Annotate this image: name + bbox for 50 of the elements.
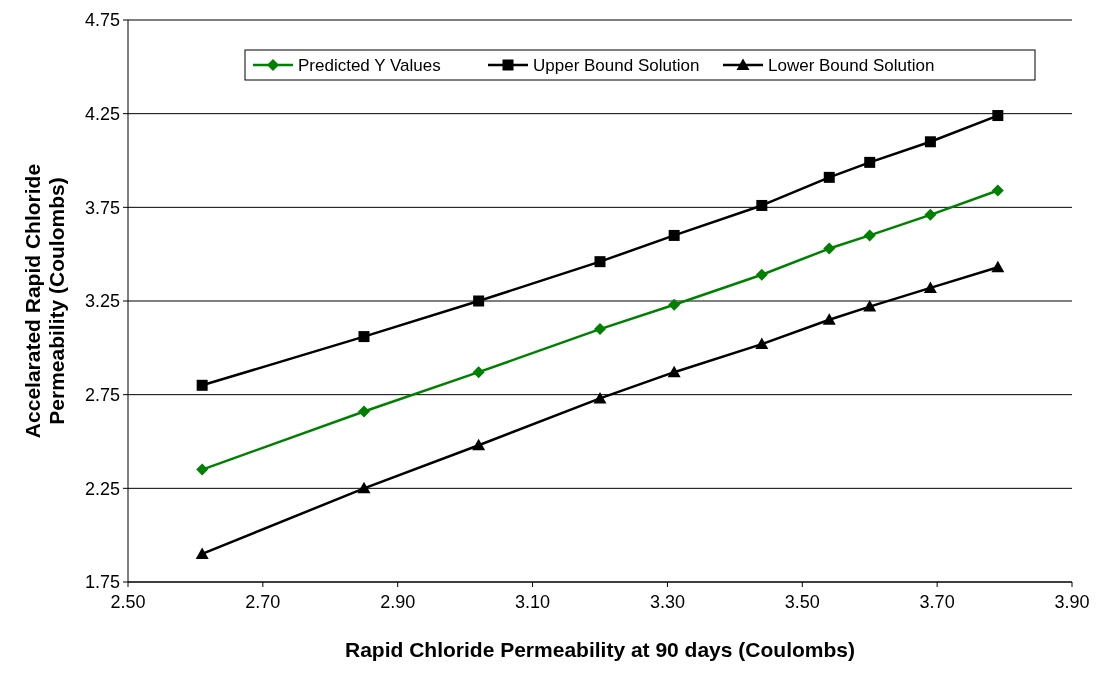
x-tick-label: 2.50 xyxy=(110,592,146,612)
y-tick-label: 2.25 xyxy=(84,478,120,499)
x-tick-label: 3.30 xyxy=(649,592,685,612)
point xyxy=(823,171,835,183)
point xyxy=(196,463,209,476)
point xyxy=(924,136,936,148)
point xyxy=(863,300,877,312)
point xyxy=(594,256,606,268)
point xyxy=(755,268,768,281)
y-tick-label: 2.75 xyxy=(84,384,120,405)
point xyxy=(863,229,876,242)
point xyxy=(473,295,485,307)
point xyxy=(667,365,681,378)
point xyxy=(924,208,937,221)
x-tick-label: 3.70 xyxy=(919,592,955,612)
y-tick-label: 4.25 xyxy=(84,103,120,124)
point xyxy=(593,391,607,404)
legend-label: Lower Bound Solution xyxy=(768,55,935,75)
point xyxy=(755,337,769,350)
x-tick-label: 3.10 xyxy=(515,592,551,612)
legend-label: Predicted Y Values xyxy=(298,55,441,75)
point xyxy=(991,184,1004,197)
point xyxy=(991,260,1005,273)
y-tick-label: 3.25 xyxy=(84,291,120,312)
point xyxy=(992,110,1004,122)
y-axis-title: Accelarated Rapid Chloride Permeability (Coulombs) xyxy=(21,163,69,439)
legend-label: Upper Bound Solution xyxy=(533,55,700,75)
point xyxy=(923,281,937,293)
x-tick-label: 3.90 xyxy=(1054,592,1090,612)
point xyxy=(195,547,209,559)
x-tick-label: 2.90 xyxy=(380,592,416,612)
x-tick-label: 2.70 xyxy=(245,592,281,612)
y-tick-label: 1.75 xyxy=(84,572,120,593)
point xyxy=(822,313,836,325)
y-tick-label: 4.75 xyxy=(84,10,120,31)
point xyxy=(668,229,680,241)
point xyxy=(358,405,370,418)
point xyxy=(823,242,836,255)
point xyxy=(472,438,486,451)
point xyxy=(472,366,485,379)
point xyxy=(668,298,681,311)
y-tick-label: 3.75 xyxy=(84,197,120,218)
point xyxy=(756,199,768,211)
point xyxy=(358,331,370,343)
point xyxy=(196,379,208,391)
point xyxy=(357,481,371,494)
x-axis-title: Rapid Chloride Permeability at 90 days (Coulombs) xyxy=(345,638,855,661)
point xyxy=(864,156,876,168)
x-tick-label: 3.50 xyxy=(784,592,820,612)
point xyxy=(594,323,606,336)
